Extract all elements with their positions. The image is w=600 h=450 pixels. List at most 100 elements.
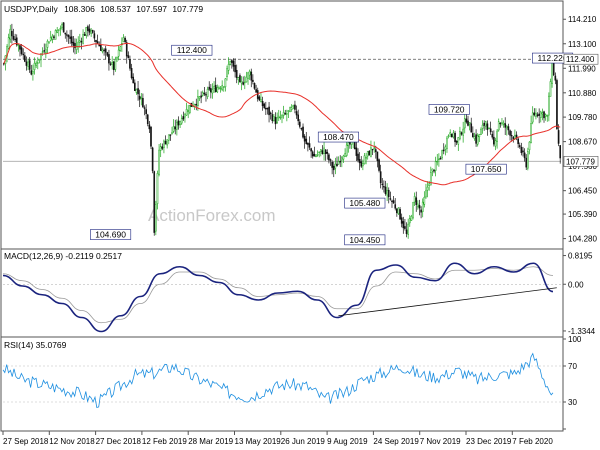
candle-body xyxy=(43,50,46,52)
candle-body xyxy=(472,133,474,138)
rsi-tick-label: 30 xyxy=(568,398,577,407)
candle-body xyxy=(27,61,29,67)
candle-body xyxy=(528,141,531,151)
candle-body xyxy=(426,186,429,191)
candle-body xyxy=(305,138,308,144)
candle-body xyxy=(24,55,26,62)
candle-body xyxy=(48,41,50,44)
candle-body xyxy=(14,38,16,41)
candle-body xyxy=(407,223,409,235)
macd-tick-label: 0.00 xyxy=(568,280,584,289)
candle-body xyxy=(143,107,146,109)
candle-body xyxy=(358,159,361,164)
candle-body xyxy=(176,121,178,130)
candle-body xyxy=(28,60,31,70)
candle-body xyxy=(447,135,450,137)
candle-body xyxy=(286,113,288,115)
candle-body xyxy=(66,34,68,36)
candle-body xyxy=(507,126,510,131)
candle-body xyxy=(106,52,109,56)
annotation-label: 105.480 xyxy=(344,197,386,209)
candle-body xyxy=(514,135,516,139)
candle-body xyxy=(323,147,325,154)
symbol-label: USDJPY,Daily xyxy=(4,4,58,14)
candle-body xyxy=(116,57,118,60)
candle-body xyxy=(266,107,269,110)
candle-body xyxy=(454,132,456,143)
candle-body xyxy=(156,173,159,204)
candle-body xyxy=(501,122,503,125)
macd-tick-label: -1.3344 xyxy=(568,327,596,336)
candle-body xyxy=(531,112,534,123)
candle-body xyxy=(556,80,558,130)
candle-body xyxy=(417,203,419,208)
candle-body xyxy=(273,116,275,121)
candle-body xyxy=(129,59,131,69)
candle-body xyxy=(90,30,92,34)
candle-body xyxy=(368,150,371,156)
candle-body xyxy=(339,160,342,163)
candle-body xyxy=(559,145,562,159)
candle-body xyxy=(35,62,37,66)
candle-body xyxy=(328,154,330,161)
candle-body xyxy=(518,145,521,148)
candle-body xyxy=(245,76,248,83)
candle-body xyxy=(114,59,117,70)
candle-body xyxy=(366,151,369,157)
candle-body xyxy=(496,130,498,142)
y-tick-label: 105.390 xyxy=(568,210,597,219)
candle-body xyxy=(51,35,54,40)
candle-body xyxy=(138,95,141,100)
candle-body xyxy=(250,71,253,81)
candle-body xyxy=(30,70,33,75)
candle-body xyxy=(56,29,58,33)
annotation-text: 112.226 xyxy=(538,53,568,63)
candle-body xyxy=(418,205,421,209)
annotation-label: 104.690 xyxy=(90,229,132,240)
candle-body xyxy=(527,151,529,169)
candle-body xyxy=(151,147,154,171)
candle-body xyxy=(497,121,500,131)
candle-body xyxy=(216,87,219,93)
candle-body xyxy=(457,137,460,145)
candle-body xyxy=(198,96,201,99)
candle-body xyxy=(237,77,240,81)
candle-body xyxy=(389,198,392,200)
candle-body xyxy=(258,96,261,101)
moving-average-line xyxy=(3,42,561,186)
candle-body xyxy=(132,76,135,84)
candle-body xyxy=(329,159,332,161)
candle-body xyxy=(243,81,246,84)
x-tick-label: 7 Feb 2020 xyxy=(512,437,553,446)
candle-body xyxy=(290,107,293,110)
candle-body xyxy=(481,124,484,129)
annotation-box xyxy=(317,131,359,143)
candle-body xyxy=(337,161,340,165)
candle-body xyxy=(208,86,211,90)
y-tick-label: 106.450 xyxy=(568,187,597,196)
candle-body xyxy=(438,158,440,161)
candle-body xyxy=(77,41,80,47)
x-axis: 27 Sep 2018 12 Nov 2018 27 Dec 2018 12 Feb … xyxy=(2,431,553,446)
candle-body xyxy=(548,95,550,116)
candle-body xyxy=(378,159,380,171)
annotation-label: 107.650 xyxy=(465,163,507,175)
candle-body xyxy=(130,68,133,79)
candle-body xyxy=(261,100,264,107)
price-title: USDJPY,Daily 108.306 108.537 107.597 107… xyxy=(2,3,203,14)
candle-body xyxy=(502,122,505,125)
candle-body xyxy=(326,151,329,154)
candle-body xyxy=(431,168,434,172)
candle-body xyxy=(153,171,156,233)
candle-body xyxy=(54,30,57,40)
candle-body xyxy=(491,133,494,138)
candle-body xyxy=(459,131,461,140)
candle-body xyxy=(187,110,190,112)
candle-body xyxy=(146,114,149,124)
candle-body xyxy=(318,151,321,154)
candle-body xyxy=(311,151,314,157)
annotation-text: 107.650 xyxy=(471,164,502,174)
candle-body xyxy=(302,126,304,138)
candle-body xyxy=(62,22,65,33)
candle-body xyxy=(213,86,215,89)
